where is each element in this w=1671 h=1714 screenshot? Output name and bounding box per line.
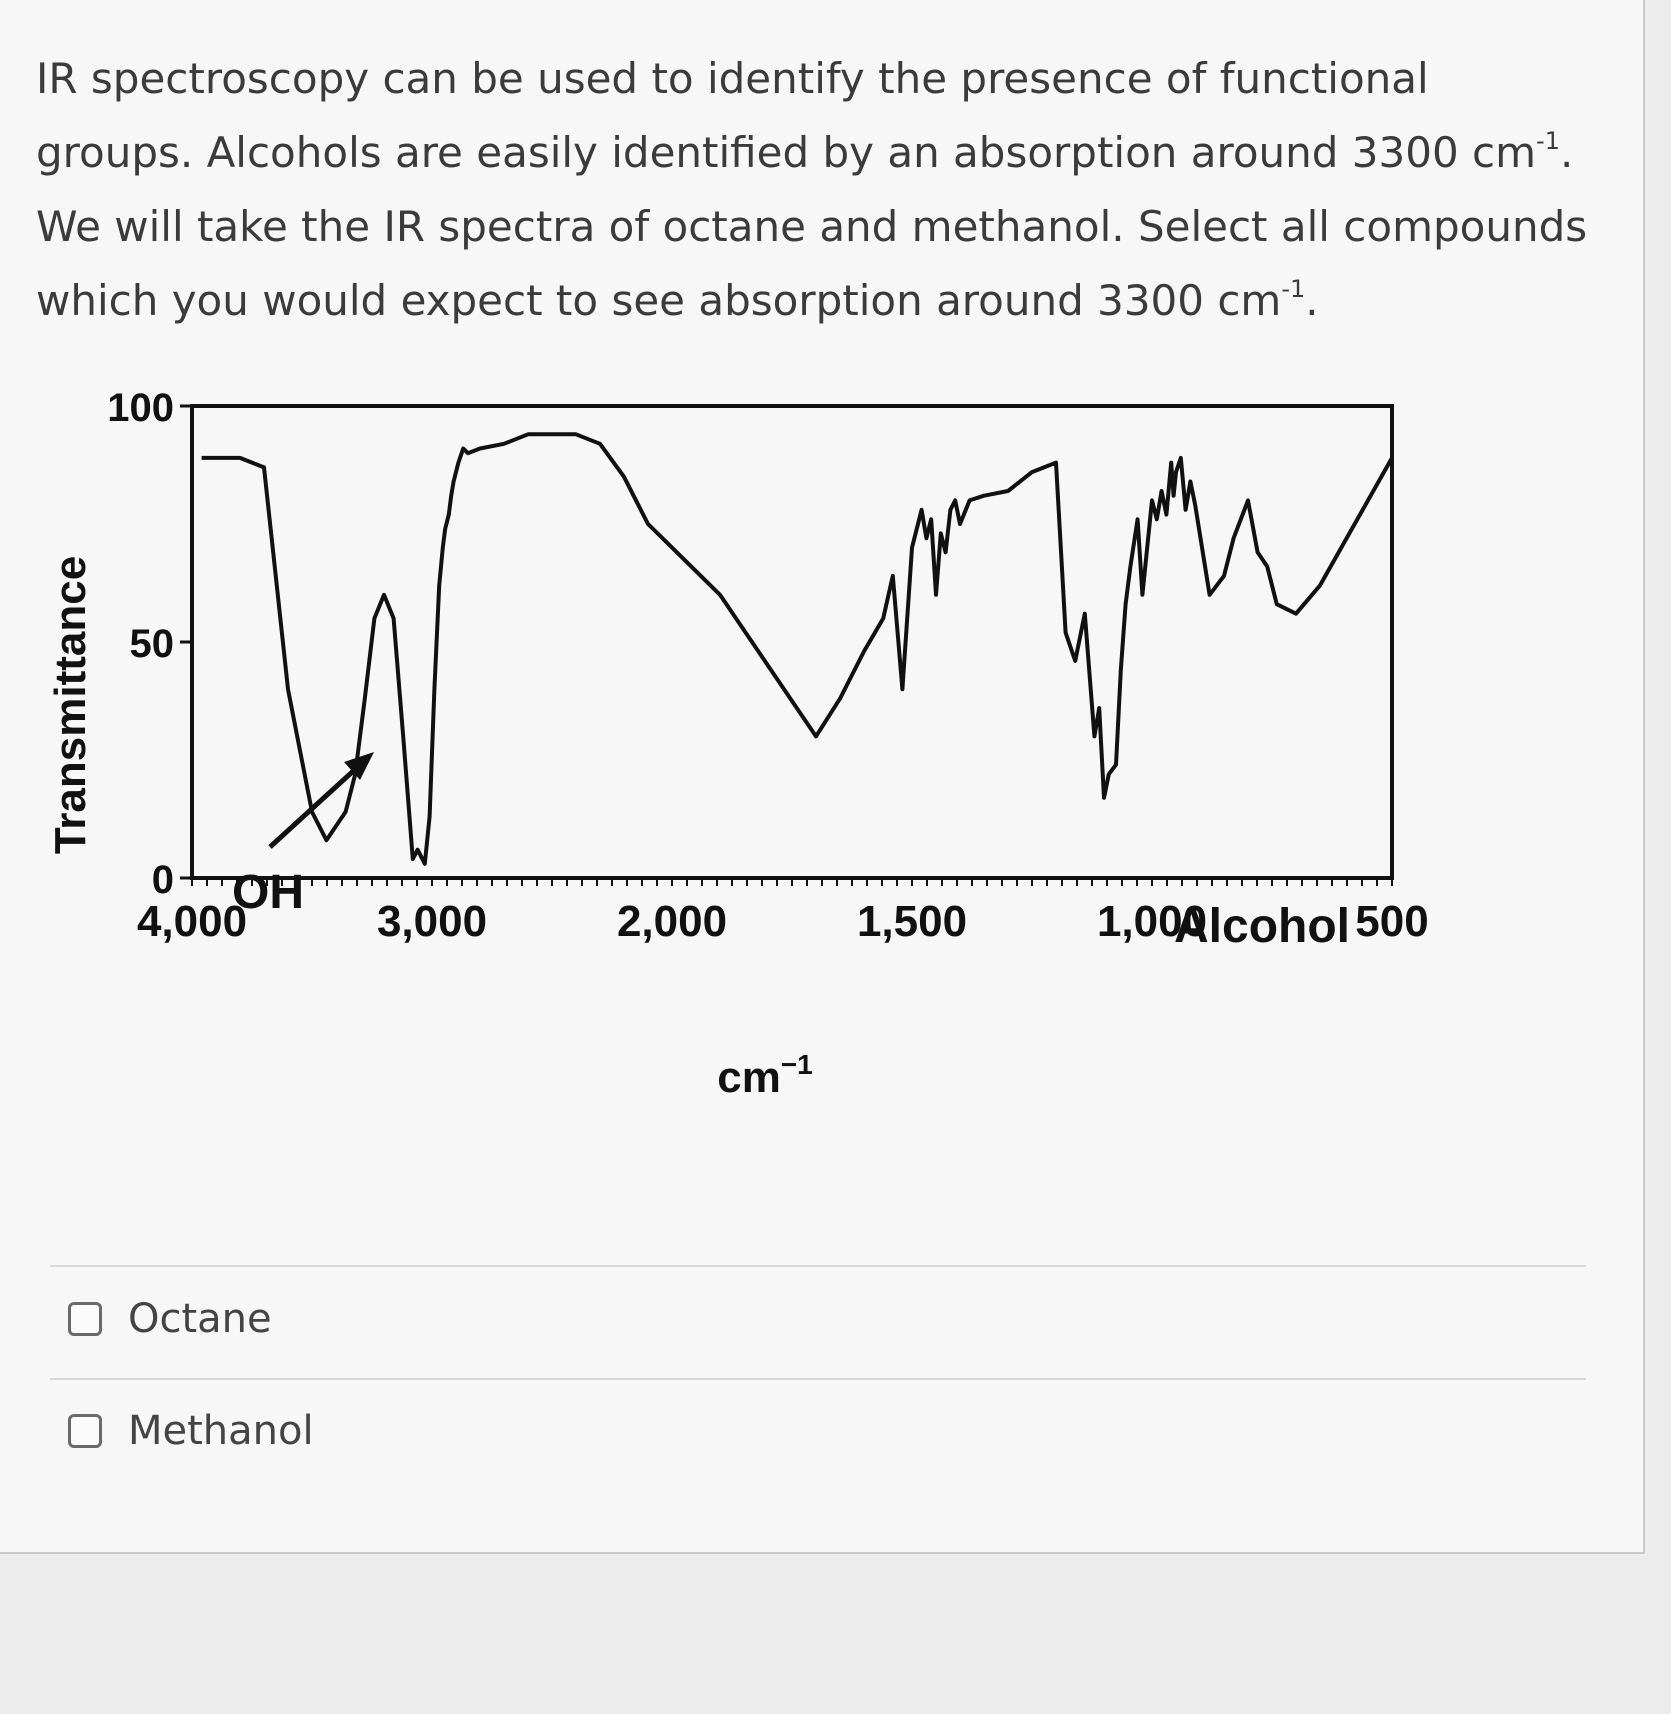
choice-label: Octane xyxy=(128,1296,272,1342)
question-line-4: which you would expect to see absorption… xyxy=(36,275,1319,325)
divider-middle xyxy=(50,1378,1586,1380)
question-line-3: We will take the IR spectra of octane an… xyxy=(36,202,1588,251)
y-tick-label: 50 xyxy=(130,622,175,666)
x-tick-label: 1,500 xyxy=(857,897,967,946)
y-axis: 0 50 100 xyxy=(107,386,192,902)
choice-methanol[interactable]: Methanol xyxy=(68,1405,314,1457)
choice-label: Methanol xyxy=(128,1408,314,1454)
oh-annotation: OH xyxy=(232,866,304,919)
oh-arrow-shaft xyxy=(268,761,364,849)
curve-label-alcohol: Alcohol xyxy=(1174,900,1350,953)
y-tick-label: 0 xyxy=(152,858,174,902)
x-tick-label: 4,000 xyxy=(137,897,247,946)
question-line-1: IR spectroscopy can be used to identify … xyxy=(36,54,1429,103)
choice-octane[interactable]: Octane xyxy=(68,1293,272,1345)
question-line-2: groups. Alcohols are easily identified b… xyxy=(36,127,1574,177)
methanol-checkbox[interactable] xyxy=(68,1414,102,1448)
ir-spectrum-figure: 0 50 100 4,000 3,000 2,000 1,500 1,000 500 Tran… xyxy=(46,386,1429,1102)
question-card: IR spectroscopy can be used to identify … xyxy=(0,0,1645,1554)
divider-top xyxy=(50,1265,1586,1267)
x-tick-label: 2,000 xyxy=(617,897,727,946)
oh-arrowhead-icon xyxy=(344,752,374,780)
x-tick-label: 1,000 xyxy=(1097,897,1207,946)
y-axis-label: Transmittance xyxy=(46,556,95,854)
x-axis: 4,000 3,000 2,000 1,500 1,000 500 xyxy=(137,878,1429,946)
x-tick-label: 500 xyxy=(1355,897,1428,946)
x-axis-label: cm−1 xyxy=(717,1049,813,1102)
spectrum-line xyxy=(201,432,1394,866)
ir-spectrum-plot: 0 50 100 4,000 3,000 2,000 1,500 1,000 500 Tran… xyxy=(46,386,1429,1102)
y-tick-label: 100 xyxy=(107,386,174,430)
x-tick-label: 3,000 xyxy=(377,897,487,946)
question-text: IR spectroscopy can be used to identify … xyxy=(36,42,1636,338)
octane-checkbox[interactable] xyxy=(68,1302,102,1336)
